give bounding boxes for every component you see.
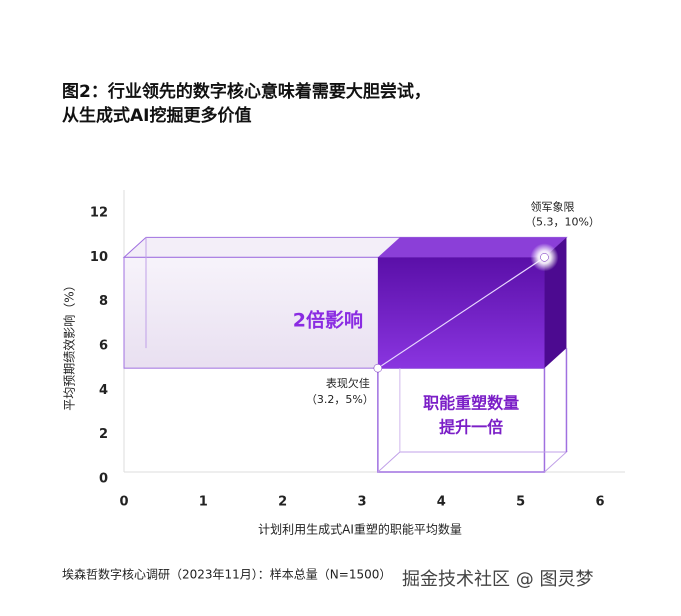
- source-note: 埃森哲数字核心调研（2023年11月）：样本总量（N=1500）: [62, 567, 391, 582]
- y-axis-label: 平均预期绩效影响（%）: [62, 279, 77, 410]
- box-face: [377, 237, 567, 258]
- y-tick-label: 6: [99, 339, 108, 354]
- data-point: [540, 253, 549, 262]
- x-tick-label: 6: [595, 495, 604, 510]
- watermark: 掘金技术社区 @ 图灵梦: [402, 569, 593, 590]
- y-tick-label: 0: [99, 472, 108, 487]
- x-tick-label: 4: [437, 495, 446, 510]
- chart-title: 图2：行业领先的数字核心意味着需要大胆尝试，: [62, 81, 431, 102]
- y-tick-label: 2: [99, 427, 108, 442]
- annotation: 2倍影响: [293, 308, 363, 331]
- value-label: （5.3，10%）: [525, 215, 600, 228]
- chart-title: 从生成式AI挖掘更多价值: [62, 105, 251, 126]
- x-tick-label: 2: [278, 495, 287, 510]
- annotation: 职能重塑数量: [423, 394, 519, 413]
- y-tick-label: 10: [90, 250, 108, 265]
- x-tick-label: 1: [199, 495, 208, 510]
- value-label: （3.2，5%）: [306, 393, 374, 406]
- x-axis-label: 计划利用生成式AI重塑的职能平均数量: [258, 522, 462, 537]
- x-tick-label: 3: [357, 495, 366, 510]
- point-label: 表现欠佳: [326, 376, 370, 390]
- x-tick-label: 0: [119, 495, 128, 510]
- y-tick-label: 4: [99, 383, 108, 398]
- y-tick-label: 8: [99, 294, 108, 309]
- box-edge: [377, 451, 568, 473]
- trend-line: [377, 256, 545, 369]
- annotation: 提升一倍: [439, 418, 503, 437]
- point-label: 领军象限: [530, 200, 574, 213]
- y-tick-label: 12: [90, 206, 108, 221]
- data-point: [373, 363, 383, 373]
- x-tick-label: 5: [516, 495, 525, 510]
